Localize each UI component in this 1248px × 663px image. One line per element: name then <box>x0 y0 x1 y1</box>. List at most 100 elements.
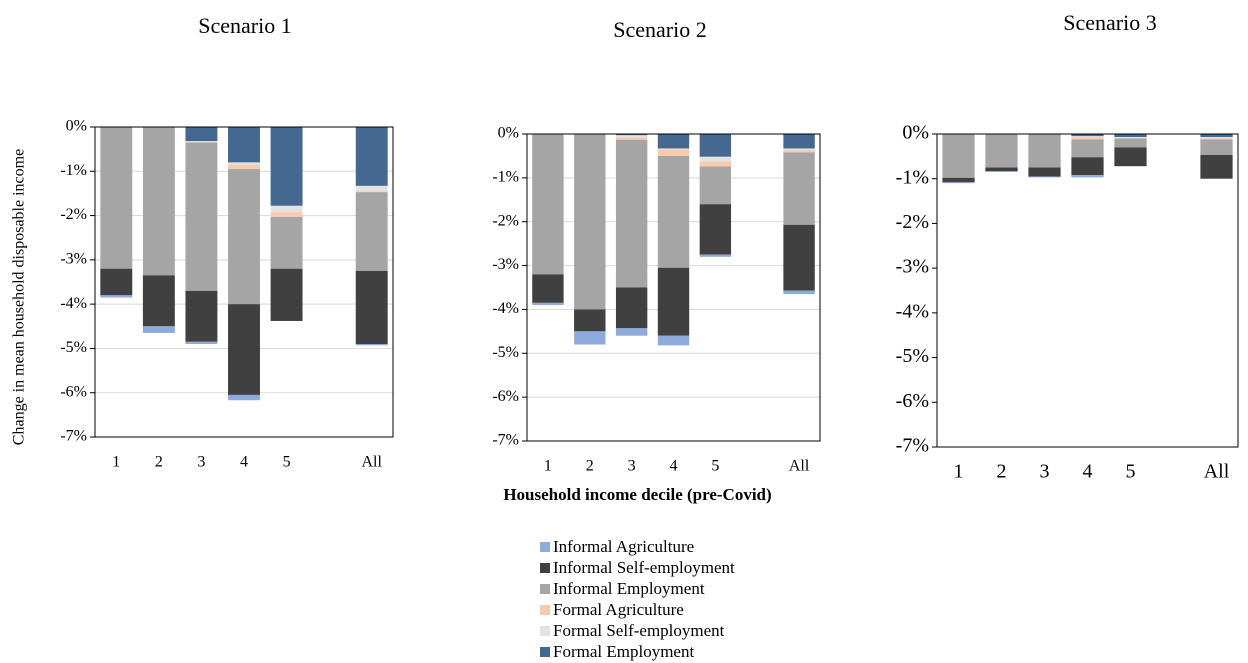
bar-segment <box>185 141 218 143</box>
bar-segment <box>574 309 606 332</box>
bar-segment <box>1071 136 1104 138</box>
bar-segment <box>1200 134 1233 138</box>
bar-segment <box>185 341 218 344</box>
bar-segment <box>783 134 815 149</box>
bar-segment <box>985 167 1018 172</box>
bar-segment <box>783 224 815 291</box>
bar-segment <box>615 139 648 288</box>
bar-segment <box>1200 139 1233 156</box>
bar-segment <box>657 148 690 150</box>
bar-segment <box>699 166 732 205</box>
bar-segment <box>783 152 815 225</box>
legend-swatch <box>540 605 550 615</box>
x-tick-label: 3 <box>628 458 636 475</box>
bar-segment <box>355 344 388 346</box>
bar-segment <box>942 134 975 178</box>
y-tick-label: -2% <box>896 211 929 233</box>
y-tick-label: -6% <box>60 383 87 400</box>
y-tick-label: 0% <box>902 122 929 144</box>
plot-border <box>94 126 394 438</box>
y-tick-label: -1% <box>492 169 519 186</box>
legend-label: Formal Employment <box>553 642 694 661</box>
bar-segment <box>1114 134 1147 138</box>
y-tick-label: -3% <box>896 256 929 278</box>
y-tick-label: -6% <box>492 388 519 405</box>
plot-border <box>936 133 1239 448</box>
y-tick-label: -7% <box>60 428 87 445</box>
bar-segment <box>942 177 975 183</box>
legend-label: Informal Self-employment <box>553 558 735 577</box>
bar-segment <box>1071 175 1104 178</box>
y-tick-label: -3% <box>60 251 87 268</box>
legend-label: Informal Agriculture <box>553 537 694 556</box>
legend-swatch <box>540 563 550 573</box>
bar-segment <box>142 127 175 276</box>
y-tick-label: -5% <box>492 344 519 361</box>
bar-segment <box>270 216 303 269</box>
bar-segment <box>942 182 975 184</box>
bar-segment <box>1200 138 1233 140</box>
bar-segment <box>1114 138 1147 148</box>
chart-title: Scenario 2 <box>613 17 706 42</box>
y-tick-label: -3% <box>492 256 519 273</box>
y-axis-label: Change in mean household disposable inco… <box>11 149 28 445</box>
bar-segment <box>699 161 732 167</box>
bar-segment <box>1028 134 1061 168</box>
bar-segment <box>142 326 175 333</box>
bar-segment <box>657 335 690 346</box>
bar-segment <box>985 171 1018 173</box>
bar-segment <box>270 212 303 217</box>
x-tick-label: All <box>1204 461 1230 483</box>
x-tick-label: 1 <box>112 454 120 471</box>
bar-segment <box>1200 155 1233 179</box>
bar-segment <box>228 394 260 401</box>
chart-title: Scenario 1 <box>198 13 291 38</box>
bar-segment <box>615 137 648 140</box>
bar-segment <box>615 135 648 138</box>
x-tick-label: 5 <box>711 458 719 475</box>
legend-label: Informal Employment <box>553 579 705 598</box>
bar-segment <box>270 127 303 206</box>
bar-segment <box>699 156 732 162</box>
legend-swatch <box>540 626 550 636</box>
bar-segment <box>228 162 260 165</box>
x-tick-label: 3 <box>1040 461 1050 483</box>
y-tick-label: -6% <box>896 390 929 412</box>
y-tick-label: -7% <box>896 435 929 457</box>
x-tick-label: All <box>789 458 810 475</box>
bar-segment <box>185 290 218 342</box>
bar-segment <box>270 268 303 321</box>
legend-swatch <box>540 647 550 657</box>
y-tick-label: -4% <box>60 295 87 312</box>
x-tick-label: 2 <box>997 461 1007 483</box>
x-tick-label: 5 <box>283 454 291 471</box>
bar-segment <box>228 127 260 163</box>
y-tick-label: -1% <box>60 162 87 179</box>
bar-segment <box>228 304 260 395</box>
bar-segment <box>615 134 648 136</box>
x-tick-label: 1 <box>544 458 552 475</box>
bar-segment <box>270 205 303 213</box>
bar-segment <box>699 204 732 255</box>
bar-segment <box>228 164 260 170</box>
bar-segment <box>1200 137 1233 139</box>
bar-segment <box>185 142 218 291</box>
bar-segment <box>1028 176 1061 178</box>
bar-segment <box>100 127 133 269</box>
bar-segment <box>532 134 564 275</box>
bar-segment <box>532 302 564 306</box>
y-tick-label: -4% <box>492 300 519 317</box>
bar-segment <box>783 290 815 295</box>
y-tick-label: -1% <box>896 166 929 188</box>
y-tick-label: 0% <box>66 118 87 135</box>
bar-segment <box>699 254 732 257</box>
x-tick-label: 2 <box>586 458 594 475</box>
x-tick-label: 4 <box>1083 461 1093 483</box>
plot-border <box>526 133 821 442</box>
bar-segment <box>657 149 690 156</box>
bar-segment <box>355 192 388 271</box>
y-tick-label: -5% <box>896 345 929 367</box>
bar-segment <box>355 127 388 186</box>
